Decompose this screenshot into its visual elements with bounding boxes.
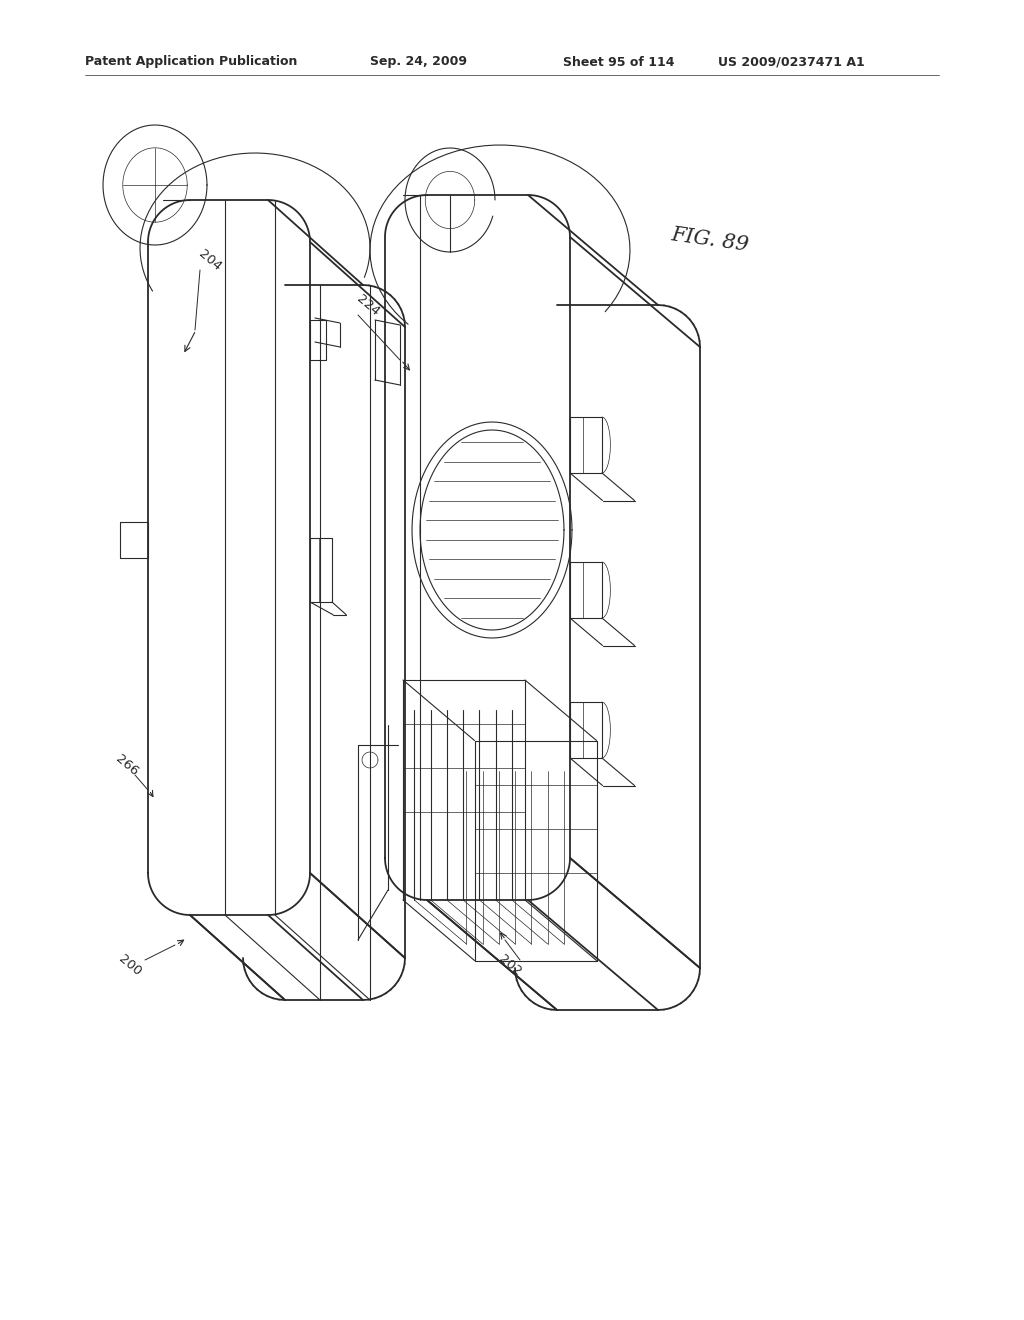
Text: Sep. 24, 2009: Sep. 24, 2009 xyxy=(370,55,467,69)
Text: 204: 204 xyxy=(197,247,224,273)
Text: 202: 202 xyxy=(496,952,524,978)
Text: Patent Application Publication: Patent Application Publication xyxy=(85,55,297,69)
Text: 224: 224 xyxy=(354,292,382,318)
Text: 200: 200 xyxy=(116,952,143,978)
Text: 266: 266 xyxy=(113,752,141,777)
Text: FIG. 89: FIG. 89 xyxy=(670,226,751,255)
Text: Sheet 95 of 114: Sheet 95 of 114 xyxy=(563,55,675,69)
Text: US 2009/0237471 A1: US 2009/0237471 A1 xyxy=(718,55,864,69)
